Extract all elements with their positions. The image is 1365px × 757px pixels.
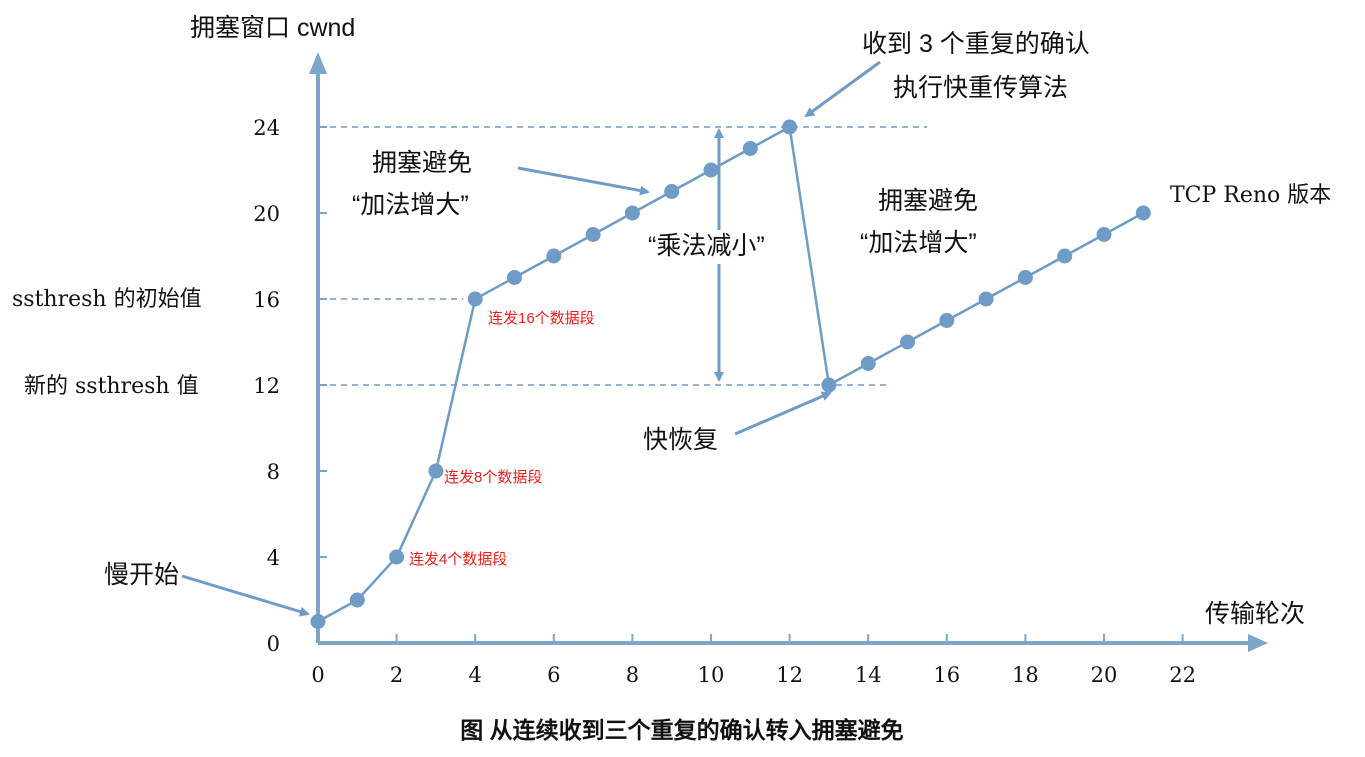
slow-start-arrow xyxy=(181,574,310,617)
cwnd-point xyxy=(1017,270,1033,285)
annotation-arrows xyxy=(181,60,881,617)
y-axis-arrowhead xyxy=(309,52,327,74)
cwnd-line xyxy=(317,125,1144,623)
tcp-reno-version-label: TCP Reno 版本 xyxy=(1170,183,1331,208)
send-8-segments-note: 连发8个数据段 xyxy=(444,469,542,486)
congestion-avoidance-arrow-1 xyxy=(517,166,650,196)
additive-increase-label-2: “加法增大” xyxy=(860,229,977,257)
cwnd-point xyxy=(860,356,876,371)
cwnd-point xyxy=(1135,205,1151,221)
cwnd-point xyxy=(664,184,680,199)
cwnd-point xyxy=(467,291,483,307)
slow-start-label: 慢开始 xyxy=(104,561,179,589)
figure-caption: 图 从连续收到三个重复的确认转入拥塞避免 xyxy=(460,717,903,743)
x-axis-arrowhead xyxy=(1248,634,1268,652)
cwnd-point xyxy=(978,291,994,307)
x-tick-label: 8 xyxy=(626,663,639,687)
x-tick-label: 0 xyxy=(311,663,324,687)
cwnd-point xyxy=(821,377,837,393)
x-tick-label: 6 xyxy=(547,663,560,687)
y-tick-label: 0 xyxy=(267,632,280,656)
congestion-avoidance-label-1: 拥塞避免 xyxy=(372,149,472,177)
multiplicative-decrease-label: “乘法减小” xyxy=(648,232,765,260)
cwnd-point xyxy=(742,141,758,156)
x-tick-label: 2 xyxy=(390,663,403,687)
cwnd-point xyxy=(507,270,522,285)
send-16-segments-note: 连发16个数据段 xyxy=(488,310,595,327)
x-tick-label: 10 xyxy=(698,663,725,687)
cwnd-point xyxy=(546,248,562,264)
cwnd-point xyxy=(624,205,640,221)
triple-dup-ack-label: 收到 3 个重复的确认 xyxy=(862,30,1090,58)
x-tick-label: 16 xyxy=(933,663,960,687)
x-tick-label: 12 xyxy=(776,663,803,687)
cwnd-point xyxy=(310,614,326,629)
y-tick-label: 24 xyxy=(253,116,280,140)
fast-retransmit-label: 执行快重传算法 xyxy=(893,74,1068,102)
y-tick-label: 8 xyxy=(267,460,280,484)
cwnd-point xyxy=(1096,227,1112,242)
y-tick-label: 16 xyxy=(253,288,280,312)
ssthresh-initial-label: ssthresh 的初始值 xyxy=(12,287,202,312)
x-axis-title: 传输轮次 xyxy=(1205,600,1305,628)
congestion-avoidance-label-2: 拥塞避免 xyxy=(878,187,978,215)
y-tick-label: 20 xyxy=(253,202,280,226)
x-tick-label: 20 xyxy=(1091,663,1118,687)
cwnd-point xyxy=(703,162,719,178)
y-tick-label: 12 xyxy=(253,374,280,398)
fast-recovery-label: 快恢复 xyxy=(643,426,718,454)
cwnd-point xyxy=(939,313,955,328)
cwnd-point xyxy=(349,592,365,608)
x-tick-label: 22 xyxy=(1169,663,1196,687)
x-tick-label: 18 xyxy=(1012,663,1039,687)
fast-recovery-arrow xyxy=(734,391,832,436)
cwnd-point xyxy=(428,463,444,479)
y-tick-label: 4 xyxy=(267,546,280,570)
cwnd-point xyxy=(900,334,915,350)
axes xyxy=(309,52,1268,652)
cwnd-point xyxy=(1057,248,1073,264)
cwnd-series xyxy=(310,119,1151,629)
x-tick-label: 4 xyxy=(469,663,482,687)
cwnd-point xyxy=(585,227,601,242)
x-tick-label: 14 xyxy=(855,663,882,687)
cwnd-point xyxy=(782,119,798,135)
triple-dup-ack-arrow xyxy=(804,60,881,118)
y-axis-title: 拥塞窗口 cwnd xyxy=(190,14,355,42)
cwnd-point xyxy=(389,549,405,565)
reference-lines xyxy=(330,126,928,386)
additive-increase-label-1: “加法增大” xyxy=(352,191,469,219)
send-4-segments-note: 连发4个数据段 xyxy=(409,551,507,568)
ssthresh-new-label: 新的 ssthresh 值 xyxy=(24,374,199,399)
